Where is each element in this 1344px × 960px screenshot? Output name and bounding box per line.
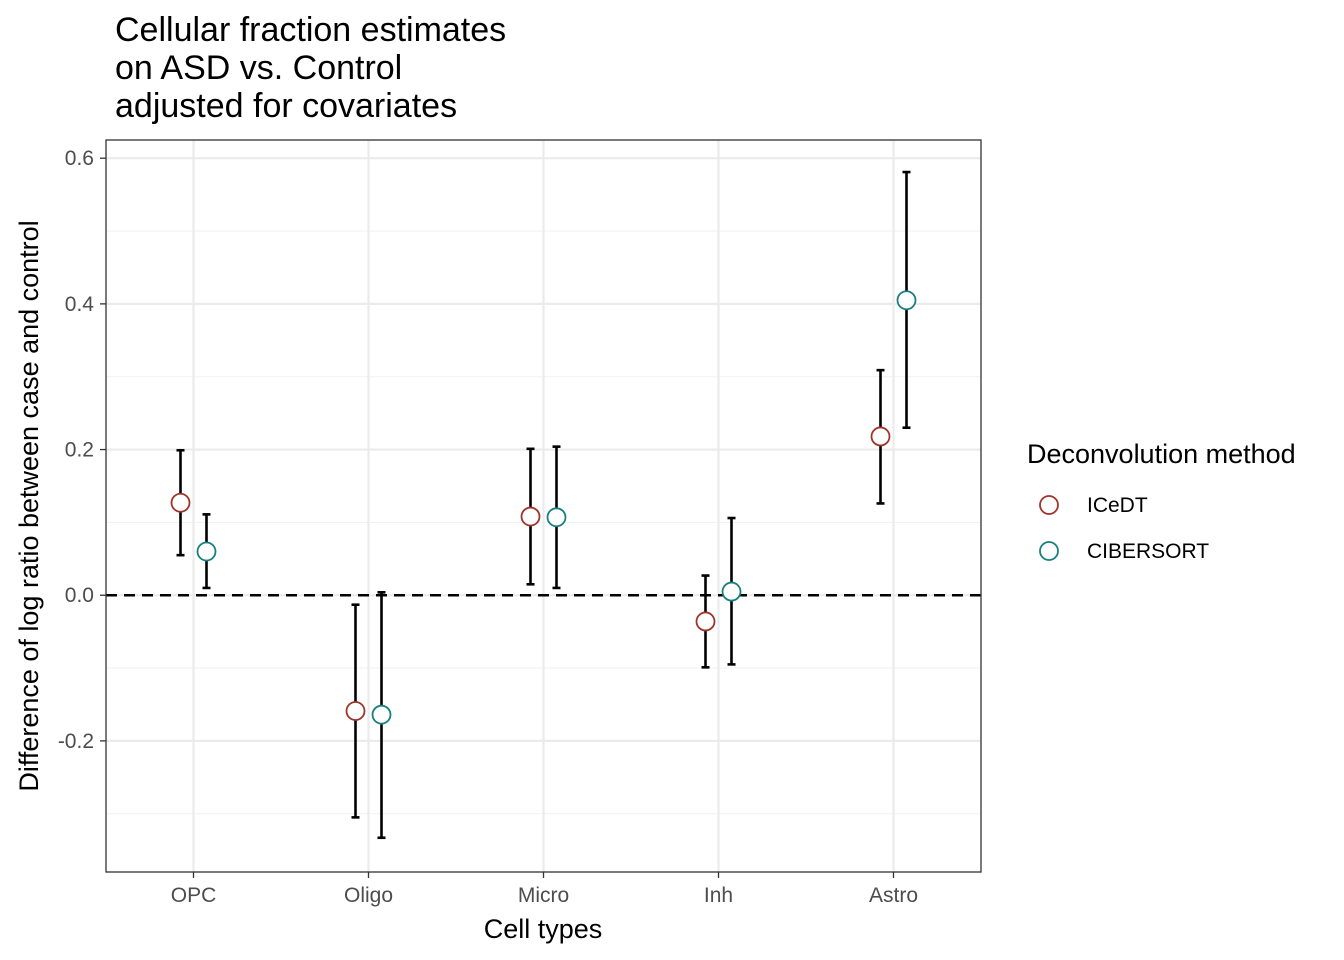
legend: Deconvolution method ICeDT CIBERSORT <box>1027 439 1296 563</box>
data-marks <box>170 170 917 840</box>
y-tick-label: 0.2 <box>65 439 94 462</box>
x-tick-label: Oligo <box>344 884 393 907</box>
x-axis: OPC Oligo Micro Inh Astro <box>171 872 918 907</box>
x-tick-label: Micro <box>518 884 569 907</box>
data-point <box>695 611 716 632</box>
title-line-1: Cellular fraction estimates <box>115 11 506 49</box>
x-axis-title: Cell types <box>484 914 603 944</box>
data-point <box>371 704 392 725</box>
chart-title: Cellular fraction estimates on ASD vs. C… <box>115 11 506 125</box>
x-tick-label: Astro <box>869 884 918 907</box>
legend-title: Deconvolution method <box>1027 439 1296 469</box>
y-tick-label: 0.4 <box>65 293 95 316</box>
x-tick-label: OPC <box>171 884 217 907</box>
legend-label: ICeDT <box>1087 494 1148 517</box>
y-axis-title: Difference of log ratio between case and… <box>14 220 44 791</box>
data-point <box>546 507 567 528</box>
data-point <box>520 506 541 527</box>
data-point <box>345 701 366 721</box>
y-tick-label: 0.6 <box>65 147 94 170</box>
data-point <box>196 541 217 562</box>
data-point <box>870 426 891 447</box>
y-axis: 0.6 0.4 0.2 0.0 -0.2 <box>58 147 106 753</box>
legend-label: CIBERSORT <box>1087 540 1209 563</box>
grid <box>106 140 981 872</box>
y-tick-label: -0.2 <box>58 730 94 753</box>
title-line-2: on ASD vs. Control <box>115 49 402 87</box>
x-tick-label: Inh <box>704 884 733 907</box>
data-point <box>721 581 742 602</box>
data-point <box>896 290 917 311</box>
y-tick-label: 0.0 <box>65 584 94 607</box>
title-line-3: adjusted for covariates <box>115 87 457 125</box>
legend-key <box>1039 541 1059 561</box>
legend-key <box>1039 495 1059 515</box>
data-point <box>170 492 191 513</box>
